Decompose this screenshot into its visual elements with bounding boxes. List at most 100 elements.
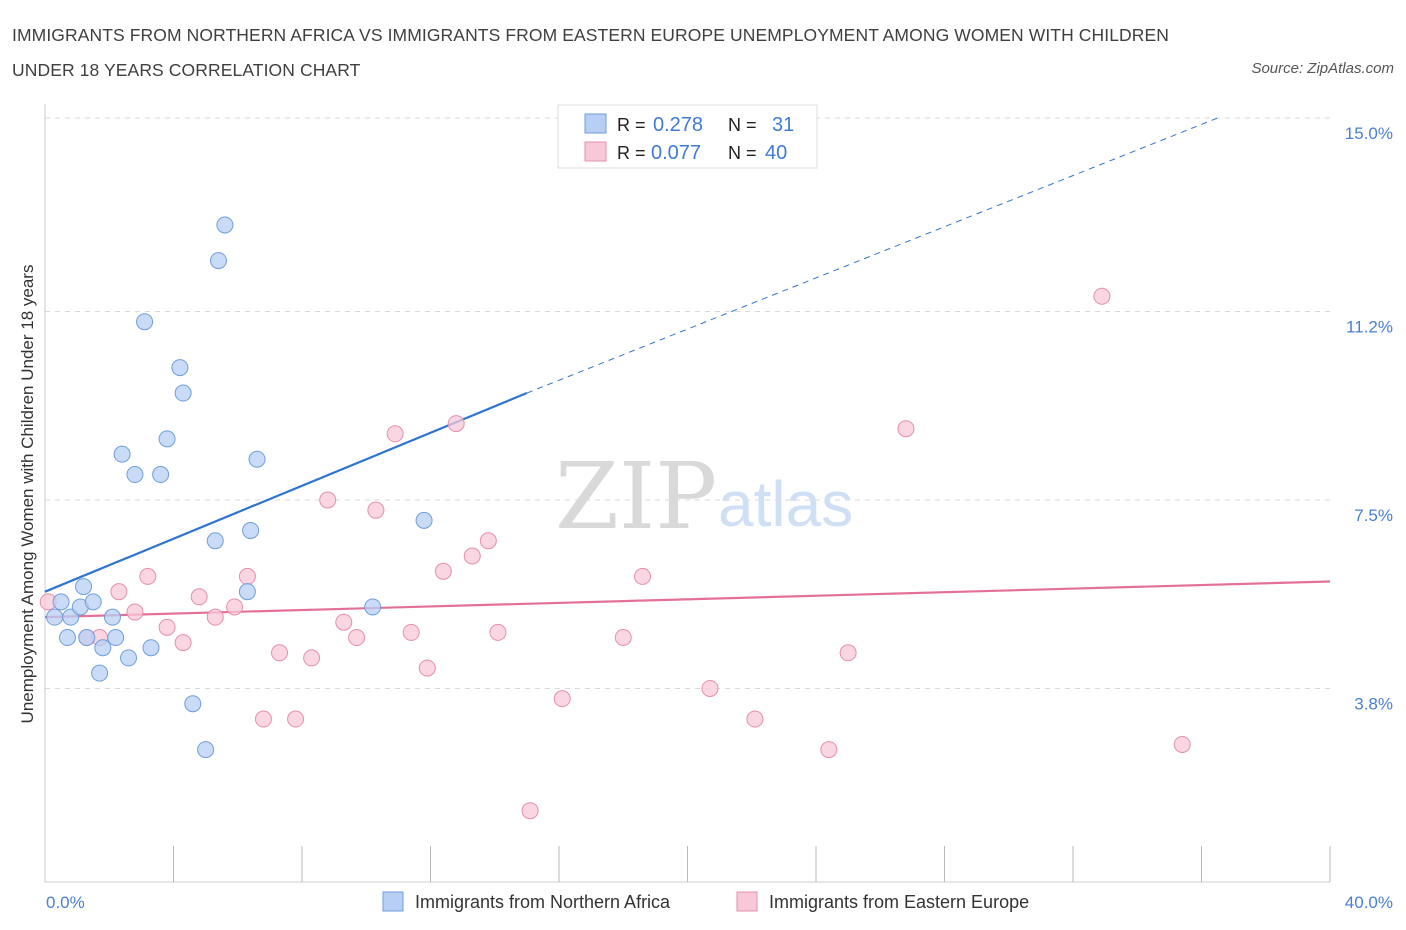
scatter-point-northern-africa <box>142 639 160 657</box>
scatter-point-eastern-europe <box>110 583 128 601</box>
scatter-point-eastern-europe <box>254 710 272 728</box>
scatter-point-northern-africa <box>242 522 260 540</box>
axis-layer <box>44 104 1331 883</box>
bottom-legend: Immigrants from Northern Africa Immigran… <box>382 891 1029 912</box>
scatter-point-eastern-europe <box>303 649 321 667</box>
legend-n-label-pink: N = <box>728 143 757 163</box>
scatter-point-eastern-europe <box>335 613 353 631</box>
legend-r-label-pink: R = <box>617 143 646 163</box>
scatter-point-eastern-europe <box>701 679 719 697</box>
scatter-point-eastern-europe <box>1093 287 1111 305</box>
legend-box: R = 0.278 N = 31 R = 0.077 N = 40 <box>557 104 818 169</box>
scatter-point-northern-africa <box>158 430 176 448</box>
scatter-point-northern-africa <box>91 664 109 682</box>
watermark: ZIP atlas <box>555 443 853 550</box>
scatter-point-eastern-europe <box>402 623 420 641</box>
scatter-point-eastern-europe <box>418 659 436 677</box>
bottom-legend-label-blue: Immigrants from Northern Africa <box>415 892 671 912</box>
scatter-point-eastern-europe <box>139 567 157 585</box>
scatter-point-eastern-europe <box>126 603 144 621</box>
scatter-point-eastern-europe <box>386 425 404 443</box>
scatter-point-northern-africa <box>46 608 64 626</box>
scatter-point-northern-africa <box>52 593 70 611</box>
legend-r-label-blue: R = <box>617 115 646 135</box>
chart-title: IMMIGRANTS FROM NORTHERN AFRICA VS IMMIG… <box>12 25 1170 80</box>
scatter-point-northern-africa <box>248 450 266 468</box>
legend-n-value-blue: 31 <box>772 114 794 136</box>
legend-swatch-pink <box>584 141 607 162</box>
scatter-point-eastern-europe <box>206 608 224 626</box>
source-label: Source: ZipAtlas.com <box>1251 60 1394 77</box>
scatter-point-eastern-europe <box>367 501 385 519</box>
legend-swatch-blue <box>584 113 607 134</box>
scatter-point-eastern-europe <box>839 644 857 662</box>
scatter-point-eastern-europe <box>463 547 481 565</box>
trend-line-northern-africa-extension <box>526 117 1218 394</box>
scatter-point-eastern-europe <box>553 690 571 708</box>
y-tick-labels: 3.8% 7.5% 11.2% 15.0% <box>1345 124 1393 713</box>
scatter-point-northern-africa <box>126 466 144 484</box>
scatter-point-northern-africa <box>58 629 76 647</box>
scatter-point-northern-africa <box>216 216 234 234</box>
scatter-point-northern-africa <box>152 466 170 484</box>
scatter-point-eastern-europe <box>479 532 497 550</box>
scatter-point-eastern-europe <box>897 420 915 438</box>
scatter-point-northern-africa <box>120 649 138 667</box>
x-tick-label-max: 40.0% <box>1345 893 1393 912</box>
scatter-point-northern-africa <box>78 629 96 647</box>
scatter-point-eastern-europe <box>238 567 256 585</box>
bottom-legend-swatch-blue <box>382 891 404 912</box>
scatter-point-eastern-europe <box>634 567 652 585</box>
scatter-point-eastern-europe <box>174 634 192 652</box>
scatter-point-eastern-europe <box>489 623 507 641</box>
scatter-point-northern-africa <box>415 511 433 529</box>
watermark-atlas: atlas <box>718 468 853 540</box>
points-layer <box>39 216 1191 820</box>
trend-line-eastern-europe <box>44 580 1331 619</box>
trend-line-northern-africa <box>44 392 528 593</box>
scatter-point-northern-africa <box>238 583 256 601</box>
scatter-point-northern-africa <box>107 629 125 647</box>
scatter-point-northern-africa <box>209 252 227 270</box>
scatter-point-northern-africa <box>94 639 112 657</box>
scatter-point-northern-africa <box>103 608 121 626</box>
scatter-point-northern-africa <box>136 313 154 331</box>
scatter-point-northern-africa <box>197 741 215 759</box>
bottom-legend-label-pink: Immigrants from Eastern Europe <box>769 892 1029 912</box>
scatter-point-eastern-europe <box>447 415 465 433</box>
legend-n-value-pink: 40 <box>765 142 787 164</box>
y-tick-label: 7.5% <box>1354 506 1393 525</box>
scatter-point-eastern-europe <box>348 629 366 647</box>
trend-layer <box>44 117 1331 619</box>
scatter-point-eastern-europe <box>319 491 337 509</box>
scatter-point-northern-africa <box>174 384 192 402</box>
legend-n-label-blue: N = <box>728 115 757 135</box>
scatter-point-northern-africa <box>84 593 102 611</box>
scatter-point-eastern-europe <box>226 598 244 616</box>
y-tick-label: 11.2% <box>1346 318 1393 337</box>
scatter-point-eastern-europe <box>746 710 764 728</box>
scatter-point-eastern-europe <box>190 588 208 606</box>
scatter-point-eastern-europe <box>158 618 176 636</box>
scatter-point-northern-africa <box>206 532 224 550</box>
scatter-point-eastern-europe <box>287 710 305 728</box>
scatter-point-eastern-europe <box>521 802 539 820</box>
scatter-point-northern-africa <box>184 695 202 713</box>
scatter-point-northern-africa <box>113 445 131 463</box>
bottom-legend-swatch-pink <box>736 891 758 912</box>
legend-r-value-pink: 0.077 <box>651 142 701 164</box>
scatter-point-eastern-europe <box>271 644 289 662</box>
scatter-point-eastern-europe <box>820 741 838 759</box>
y-tick-label: 15.0% <box>1345 124 1393 143</box>
watermark-zip: ZIP <box>555 443 717 550</box>
legend-r-value-blue: 0.278 <box>653 114 703 136</box>
scatter-point-eastern-europe <box>1173 735 1191 753</box>
y-tick-label: 3.8% <box>1354 694 1393 713</box>
scatter-point-eastern-europe <box>434 562 452 580</box>
scatter-point-northern-africa <box>364 598 382 616</box>
x-tick-label-min: 0.0% <box>46 893 85 912</box>
scatter-point-northern-africa <box>171 359 189 377</box>
scatter-point-northern-africa <box>75 578 93 596</box>
y-axis-title: Unemployment Among Women with Children U… <box>18 265 37 724</box>
